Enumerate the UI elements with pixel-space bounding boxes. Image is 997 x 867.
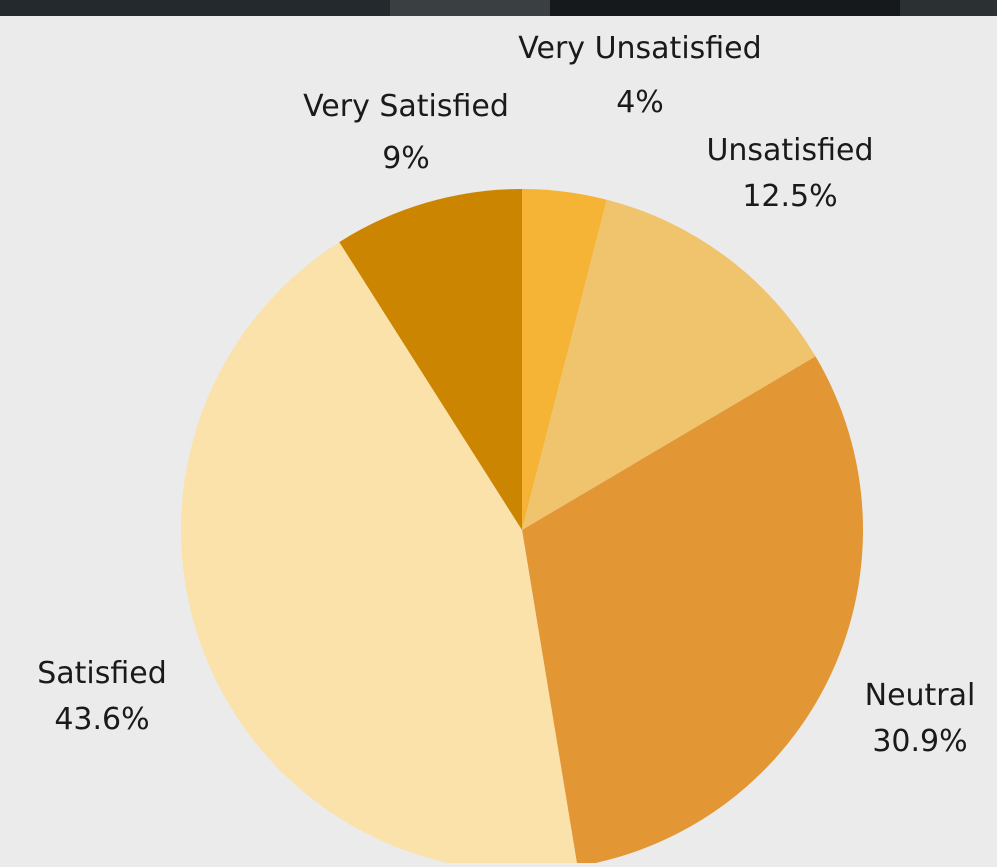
slice-label-satisfied: Satisfied bbox=[37, 656, 167, 691]
slice-value-satisfied: 43.6% bbox=[54, 702, 149, 737]
slice-value-unsatisfied: 12.5% bbox=[742, 179, 837, 214]
pie-slice-satisfied bbox=[181, 242, 578, 867]
pie-slice-unsatisfied bbox=[522, 199, 816, 530]
top-toolbar-strip bbox=[0, 0, 997, 16]
pie-slice-very-unsatisfied bbox=[522, 189, 607, 530]
pie-slices bbox=[181, 189, 864, 867]
pie-labels: Very Unsatisfied 4% Unsatisfied 12.5% Ne… bbox=[37, 31, 975, 759]
slice-value-very-unsatisfied: 4% bbox=[616, 85, 664, 120]
slice-label-neutral: Neutral bbox=[865, 678, 976, 713]
pie-slice-neutral bbox=[522, 356, 864, 867]
slice-label-very-satisfied: Very Satisfied bbox=[303, 89, 509, 124]
pie-slice-very-satisfied bbox=[339, 189, 522, 530]
slice-label-unsatisfied: Unsatisfied bbox=[706, 133, 873, 168]
slice-value-neutral: 30.9% bbox=[872, 724, 967, 759]
slice-label-very-unsatisfied: Very Unsatisfied bbox=[518, 31, 761, 66]
slice-value-very-satisfied: 9% bbox=[382, 141, 430, 176]
